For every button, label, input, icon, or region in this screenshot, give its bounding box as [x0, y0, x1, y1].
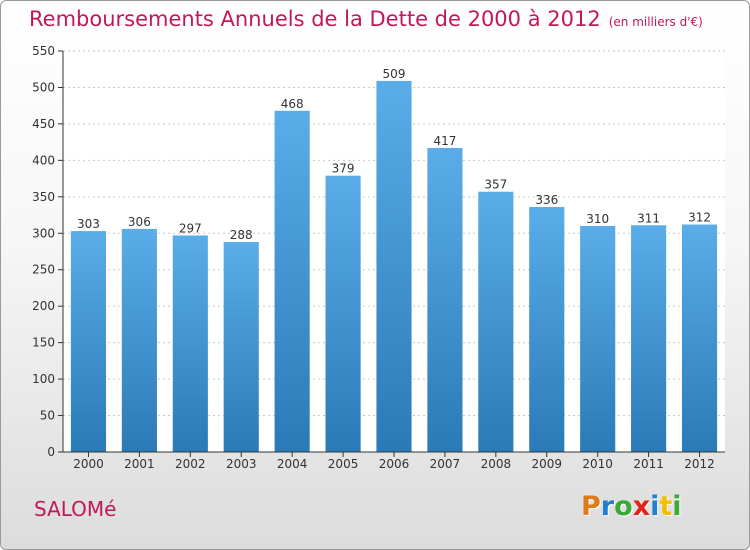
- x-tick-label: 2012: [684, 457, 715, 471]
- bar: [681, 224, 718, 452]
- logo-letter: t: [659, 491, 673, 522]
- bar: [223, 242, 259, 452]
- y-tick-label: 150: [32, 336, 55, 350]
- data-label: 468: [281, 97, 304, 111]
- commune-name: SALOMé: [34, 497, 117, 521]
- x-tick-label: 2000: [73, 457, 104, 471]
- y-tick-label: 0: [47, 445, 55, 459]
- y-tick-label: 100: [32, 372, 55, 386]
- x-tick-label: 2009: [531, 457, 562, 471]
- data-label: 306: [128, 215, 151, 229]
- bar: [70, 231, 107, 452]
- y-tick-label: 400: [32, 153, 55, 167]
- y-tick-label: 550: [32, 44, 55, 58]
- data-label: 297: [179, 221, 202, 235]
- chart-subtitle: (en milliers d'€): [608, 15, 703, 29]
- data-label: 509: [383, 67, 406, 81]
- logo-letter: x: [632, 491, 651, 522]
- data-label: 303: [77, 217, 100, 231]
- data-label: 312: [688, 211, 711, 225]
- x-tick-label: 2006: [379, 457, 410, 471]
- bar: [121, 228, 157, 452]
- proxiti-logo: Proxiti: [581, 491, 682, 522]
- data-label: 310: [586, 212, 609, 226]
- x-tick-label: 2010: [582, 457, 613, 471]
- x-tick-label: 2005: [328, 457, 359, 471]
- data-label: 357: [484, 178, 507, 192]
- data-label: 336: [535, 193, 558, 207]
- x-tick-label: 2008: [481, 457, 512, 471]
- bar: [274, 110, 310, 452]
- chart-title: Remboursements Annuels de la Dette de 20…: [29, 7, 601, 31]
- bar: [325, 175, 361, 452]
- bar: [376, 80, 412, 452]
- data-label: 311: [637, 211, 660, 225]
- bar: [529, 207, 565, 452]
- bar: [580, 225, 616, 452]
- logo-letter: r: [600, 491, 615, 522]
- bar: [172, 235, 208, 452]
- y-tick-label: 300: [32, 226, 55, 240]
- x-tick-label: 2003: [226, 457, 257, 471]
- x-tick-label: 2011: [633, 457, 664, 471]
- data-label: 379: [332, 162, 355, 176]
- title-block: Remboursements Annuels de la Dette de 20…: [29, 7, 703, 31]
- logo-letter: i: [650, 491, 660, 522]
- y-tick-label: 450: [32, 117, 55, 131]
- data-label: 288: [230, 228, 253, 242]
- data-label: 417: [433, 134, 456, 148]
- x-tick-label: 2004: [277, 457, 308, 471]
- bar: [631, 225, 667, 452]
- logo-letter: o: [614, 491, 633, 522]
- y-tick-label: 350: [32, 190, 55, 204]
- logo-letter: i: [672, 491, 682, 522]
- y-tick-label: 50: [40, 409, 55, 423]
- y-tick-label: 250: [32, 263, 55, 277]
- bar: [478, 191, 514, 452]
- y-tick-label: 500: [32, 80, 55, 94]
- x-tick-label: 2002: [175, 457, 206, 471]
- logo-letter: P: [581, 491, 601, 522]
- x-tick-label: 2007: [430, 457, 461, 471]
- y-tick-label: 200: [32, 299, 55, 313]
- x-tick-label: 2001: [124, 457, 155, 471]
- bar: [427, 147, 463, 452]
